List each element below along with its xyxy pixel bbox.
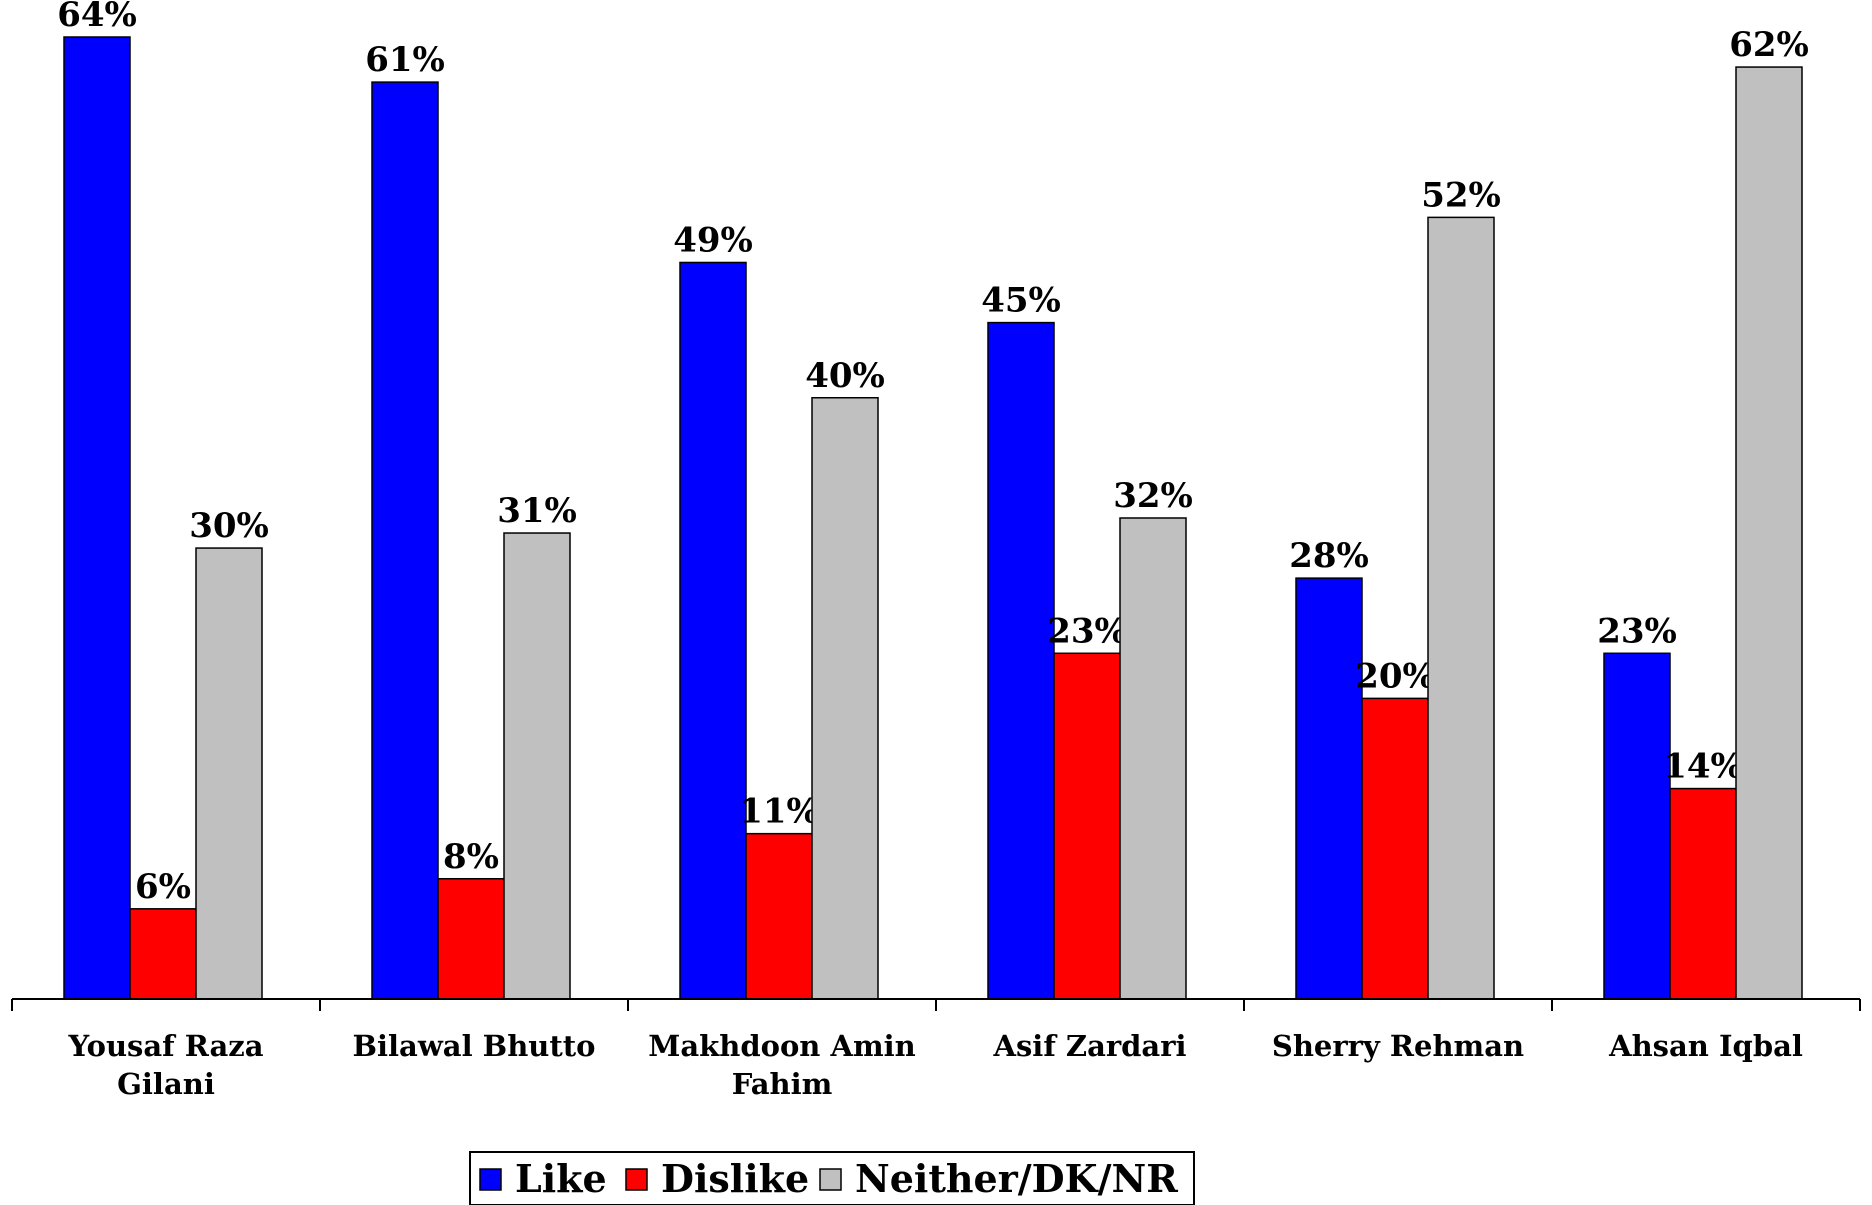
- data-label-dislike-asif-zardari: 23%: [1047, 611, 1127, 651]
- x-tick-label-line: Fahim: [732, 1067, 833, 1101]
- bar-dislike-ahsan-iqbal: [1669, 787, 1737, 1000]
- x-tick-label-ahsan-iqbal: Ahsan Iqbal: [1608, 1029, 1803, 1063]
- data-label-dislike-ahsan-iqbal: 14%: [1663, 747, 1743, 787]
- x-tick-label-asif-zardari: Asif Zardari: [992, 1029, 1186, 1063]
- data-label-like-asif-zardari: 45%: [981, 281, 1061, 321]
- bar-neither-dk-nr-sherry-rehman: [1427, 216, 1495, 1000]
- x-tick-label-line: Makhdoon Amin: [648, 1029, 916, 1063]
- data-label-neither-dk-nr-yousaf-raza-gilani: 30%: [189, 506, 269, 546]
- bar-like-makhdoon-amin-fahim: [679, 261, 747, 1000]
- data-label-like-ahsan-iqbal: 23%: [1597, 611, 1677, 651]
- bars-layer: 64% 6% 30% 61% 8% 31% 49% 11% 40% 45% 23% 32% 28% 20%…: [57, 0, 1809, 1000]
- x-tick-label-sherry-rehman: Sherry Rehman: [1272, 1029, 1524, 1063]
- bar-neither-dk-nr-asif-zardari: [1119, 517, 1187, 1000]
- legend-swatch-neither-dk-nr: [819, 1168, 842, 1191]
- data-label-like-makhdoon-amin-fahim: 49%: [673, 220, 753, 260]
- bar-like-bilawal-bhutto: [371, 81, 439, 1000]
- data-label-like-sherry-rehman: 28%: [1289, 536, 1369, 576]
- x-tick-label-line: Yousaf Raza: [67, 1029, 263, 1063]
- x-tick-label-line: Gilani: [117, 1067, 215, 1101]
- x-tick-label-makhdoon-amin-fahim: Makhdoon Amin Fahim: [648, 1029, 916, 1101]
- data-label-neither-dk-nr-sherry-rehman: 52%: [1421, 175, 1501, 215]
- data-label-dislike-makhdoon-amin-fahim: 11%: [739, 792, 819, 832]
- data-label-dislike-yousaf-raza-gilani: 6%: [135, 867, 191, 907]
- x-axis: Yousaf Raza Gilani Bilawal Bhutto Makhdoon …: [11, 998, 1861, 1101]
- bar-like-ahsan-iqbal: [1603, 652, 1671, 1000]
- data-label-dislike-sherry-rehman: 20%: [1355, 656, 1435, 696]
- legend-swatch-like: [479, 1168, 502, 1191]
- bar-like-asif-zardari: [987, 321, 1055, 1000]
- bar-neither-dk-nr-ahsan-iqbal: [1735, 66, 1803, 1000]
- x-tick-label-yousaf-raza-gilani: Yousaf Raza Gilani: [67, 1029, 263, 1101]
- bar-like-yousaf-raza-gilani: [63, 36, 131, 1000]
- data-label-dislike-bilawal-bhutto: 8%: [443, 837, 499, 877]
- x-tick-label-line: Ahsan Iqbal: [1608, 1029, 1803, 1063]
- data-label-like-bilawal-bhutto: 61%: [365, 40, 445, 80]
- legend-label-dislike: Dislike: [661, 1156, 809, 1201]
- x-tick-label-line: Asif Zardari: [992, 1029, 1186, 1063]
- x-tick-label-line: Bilawal Bhutto: [352, 1029, 595, 1063]
- bar-dislike-sherry-rehman: [1361, 697, 1429, 1000]
- bar-dislike-asif-zardari: [1053, 652, 1121, 1000]
- x-tick-label-bilawal-bhutto: Bilawal Bhutto: [352, 1029, 595, 1063]
- data-label-neither-dk-nr-ahsan-iqbal: 62%: [1729, 25, 1809, 65]
- bar-neither-dk-nr-yousaf-raza-gilani: [195, 547, 263, 1000]
- legend-label-neither-dk-nr: Neither/DK/NR: [855, 1156, 1178, 1201]
- data-label-neither-dk-nr-bilawal-bhutto: 31%: [497, 491, 577, 531]
- data-label-neither-dk-nr-asif-zardari: 32%: [1113, 476, 1193, 516]
- bar-dislike-makhdoon-amin-fahim: [745, 832, 813, 1000]
- data-label-like-yousaf-raza-gilani: 64%: [57, 0, 137, 35]
- bar-dislike-bilawal-bhutto: [437, 878, 505, 1000]
- bar-like-sherry-rehman: [1295, 577, 1363, 1000]
- legend-swatch-dislike: [625, 1168, 648, 1191]
- legend: Like Dislike Neither/DK/NR: [469, 1151, 1195, 1205]
- data-label-neither-dk-nr-makhdoon-amin-fahim: 40%: [805, 356, 885, 396]
- bar-dislike-yousaf-raza-gilani: [129, 908, 197, 1000]
- legend-label-like: Like: [515, 1156, 607, 1201]
- bar-neither-dk-nr-makhdoon-amin-fahim: [811, 397, 879, 1000]
- x-tick-label-line: Sherry Rehman: [1272, 1029, 1524, 1063]
- bar-neither-dk-nr-bilawal-bhutto: [503, 532, 571, 1000]
